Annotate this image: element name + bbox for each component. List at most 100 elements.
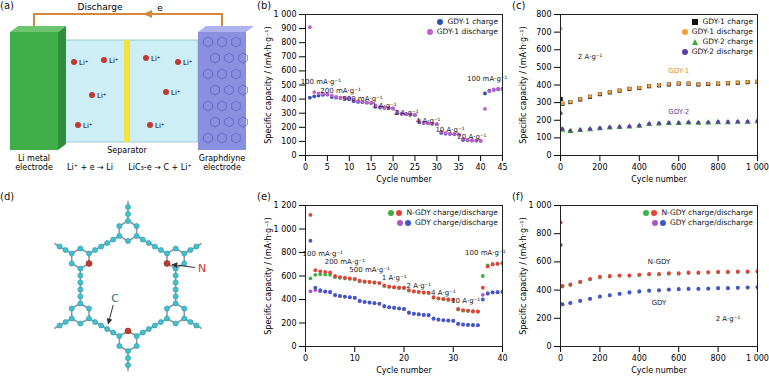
svg-text:Li⁺: Li⁺ xyxy=(183,59,193,67)
svg-text:1 000: 1 000 xyxy=(529,201,552,210)
svg-text:100 mA·g⁻¹: 100 mA·g⁻¹ xyxy=(467,75,508,83)
svg-text:200 mA·g⁻¹: 200 mA·g⁻¹ xyxy=(325,258,366,266)
svg-text:500: 500 xyxy=(281,81,296,90)
svg-text:0: 0 xyxy=(546,151,551,160)
svg-text:900: 900 xyxy=(281,24,296,33)
svg-text:600: 600 xyxy=(281,272,296,281)
svg-text:700: 700 xyxy=(281,52,296,61)
svg-text:N-GDY: N-GDY xyxy=(648,258,671,266)
svg-text:400: 400 xyxy=(632,354,647,363)
svg-text:20 A·g⁻¹: 20 A·g⁻¹ xyxy=(457,133,486,141)
svg-text:Specific capacity / (mA·h·g⁻¹): Specific capacity / (mA·h·g⁻¹) xyxy=(264,217,273,334)
svg-text:600: 600 xyxy=(536,257,551,266)
svg-text:200: 200 xyxy=(536,116,551,125)
svg-text:200: 200 xyxy=(592,354,607,363)
svg-text:15: 15 xyxy=(366,163,376,172)
svg-text:2 A·g⁻¹: 2 A·g⁻¹ xyxy=(716,315,741,323)
svg-text:Discharge: Discharge xyxy=(77,2,123,12)
svg-text:C: C xyxy=(111,292,119,305)
svg-text:1 000: 1 000 xyxy=(274,10,297,19)
svg-text:Cycle number: Cycle number xyxy=(631,366,687,375)
svg-text:800: 800 xyxy=(536,10,551,19)
svg-text:Li⁺: Li⁺ xyxy=(151,55,161,63)
svg-text:1 000: 1 000 xyxy=(746,163,769,172)
svg-text:Cycle number: Cycle number xyxy=(376,366,432,375)
svg-text:1 000: 1 000 xyxy=(274,225,297,234)
svg-text:40: 40 xyxy=(497,354,507,363)
svg-text:Cycle number: Cycle number xyxy=(631,175,687,184)
svg-text:35: 35 xyxy=(454,163,464,172)
svg-text:200: 200 xyxy=(281,123,296,132)
svg-text:2 A·g⁻¹: 2 A·g⁻¹ xyxy=(406,282,431,290)
svg-text:0: 0 xyxy=(291,151,296,160)
svg-text:100 mA·g⁻¹: 100 mA·g⁻¹ xyxy=(303,250,344,258)
svg-text:200: 200 xyxy=(592,163,607,172)
svg-text:Li⁺: Li⁺ xyxy=(97,92,107,100)
svg-text:Cycle number: Cycle number xyxy=(376,175,432,184)
svg-text:400: 400 xyxy=(536,81,551,90)
svg-text:300: 300 xyxy=(536,98,551,107)
svg-text:300: 300 xyxy=(281,109,296,118)
svg-text:200: 200 xyxy=(281,319,296,328)
svg-text:800: 800 xyxy=(536,229,551,238)
svg-text:0: 0 xyxy=(303,354,308,363)
svg-text:45: 45 xyxy=(497,163,507,172)
svg-text:0: 0 xyxy=(291,342,296,351)
svg-text:30: 30 xyxy=(448,354,458,363)
svg-text:25: 25 xyxy=(410,163,420,172)
svg-text:Li⁺: Li⁺ xyxy=(109,57,119,65)
svg-text:0: 0 xyxy=(303,163,308,172)
svg-text:1 200: 1 200 xyxy=(274,201,297,210)
svg-text:LiC₃-e → C + Li⁺: LiC₃-e → C + Li⁺ xyxy=(128,163,191,172)
svg-text:800: 800 xyxy=(281,248,296,257)
svg-text:100: 100 xyxy=(281,137,296,146)
svg-text:600: 600 xyxy=(671,354,686,363)
svg-text:700: 700 xyxy=(536,28,551,37)
svg-text:20: 20 xyxy=(388,163,398,172)
svg-text:Separator: Separator xyxy=(107,146,147,155)
svg-text:electrode: electrode xyxy=(203,163,241,172)
svg-text:0: 0 xyxy=(558,163,563,172)
svg-text:5: 5 xyxy=(325,163,330,172)
svg-text:30: 30 xyxy=(432,163,442,172)
svg-text:500: 500 xyxy=(536,63,551,72)
svg-text:10: 10 xyxy=(344,163,354,172)
svg-text:Specific capacity / (mA·h·g⁻¹): Specific capacity / (mA·h·g⁻¹) xyxy=(264,26,273,143)
svg-text:600: 600 xyxy=(671,163,686,172)
svg-text:Li metal: Li metal xyxy=(18,154,50,163)
svg-text:10 A·g⁻¹: 10 A·g⁻¹ xyxy=(451,297,480,305)
svg-text:1 000: 1 000 xyxy=(746,354,769,363)
svg-text:400: 400 xyxy=(281,295,296,304)
svg-text:GDY-1: GDY-1 xyxy=(668,67,689,75)
svg-text:electrode: electrode xyxy=(15,163,53,172)
svg-text:Graphdiyne: Graphdiyne xyxy=(199,154,246,163)
svg-text:Specific capacity / (mA·h·g⁻¹): Specific capacity / (mA·h·g⁻¹) xyxy=(519,217,528,334)
svg-text:0: 0 xyxy=(558,354,563,363)
svg-text:Specific capacity / (mA·h·g⁻¹): Specific capacity / (mA·h·g⁻¹) xyxy=(519,26,528,143)
svg-text:100 mA·g⁻¹: 100 mA·g⁻¹ xyxy=(301,78,342,86)
svg-text:800: 800 xyxy=(710,354,725,363)
svg-text:600: 600 xyxy=(281,66,296,75)
svg-text:10: 10 xyxy=(350,354,360,363)
svg-text:800: 800 xyxy=(710,163,725,172)
svg-text:GDY: GDY xyxy=(652,299,667,307)
svg-text:400: 400 xyxy=(281,95,296,104)
svg-text:0: 0 xyxy=(546,342,551,351)
svg-text:400: 400 xyxy=(632,163,647,172)
svg-text:e: e xyxy=(157,3,163,13)
svg-text:GDY-2: GDY-2 xyxy=(668,108,689,116)
svg-text:N: N xyxy=(198,262,206,275)
svg-text:400: 400 xyxy=(536,286,551,295)
svg-text:2 A·g⁻¹: 2 A·g⁻¹ xyxy=(578,53,603,61)
svg-text:Li⁺: Li⁺ xyxy=(83,122,93,130)
svg-text:40: 40 xyxy=(476,163,486,172)
svg-text:Li⁺: Li⁺ xyxy=(171,89,181,97)
svg-text:1 A·g⁻¹: 1 A·g⁻¹ xyxy=(382,274,407,282)
svg-text:800: 800 xyxy=(281,38,296,47)
svg-text:200: 200 xyxy=(536,314,551,323)
svg-text:Li⁺: Li⁺ xyxy=(155,122,165,130)
svg-text:20: 20 xyxy=(399,354,409,363)
svg-text:4 A·g⁻¹: 4 A·g⁻¹ xyxy=(416,117,441,125)
svg-text:100 mA·g⁻¹: 100 mA·g⁻¹ xyxy=(465,249,506,257)
svg-text:Li⁺: Li⁺ xyxy=(79,59,89,67)
